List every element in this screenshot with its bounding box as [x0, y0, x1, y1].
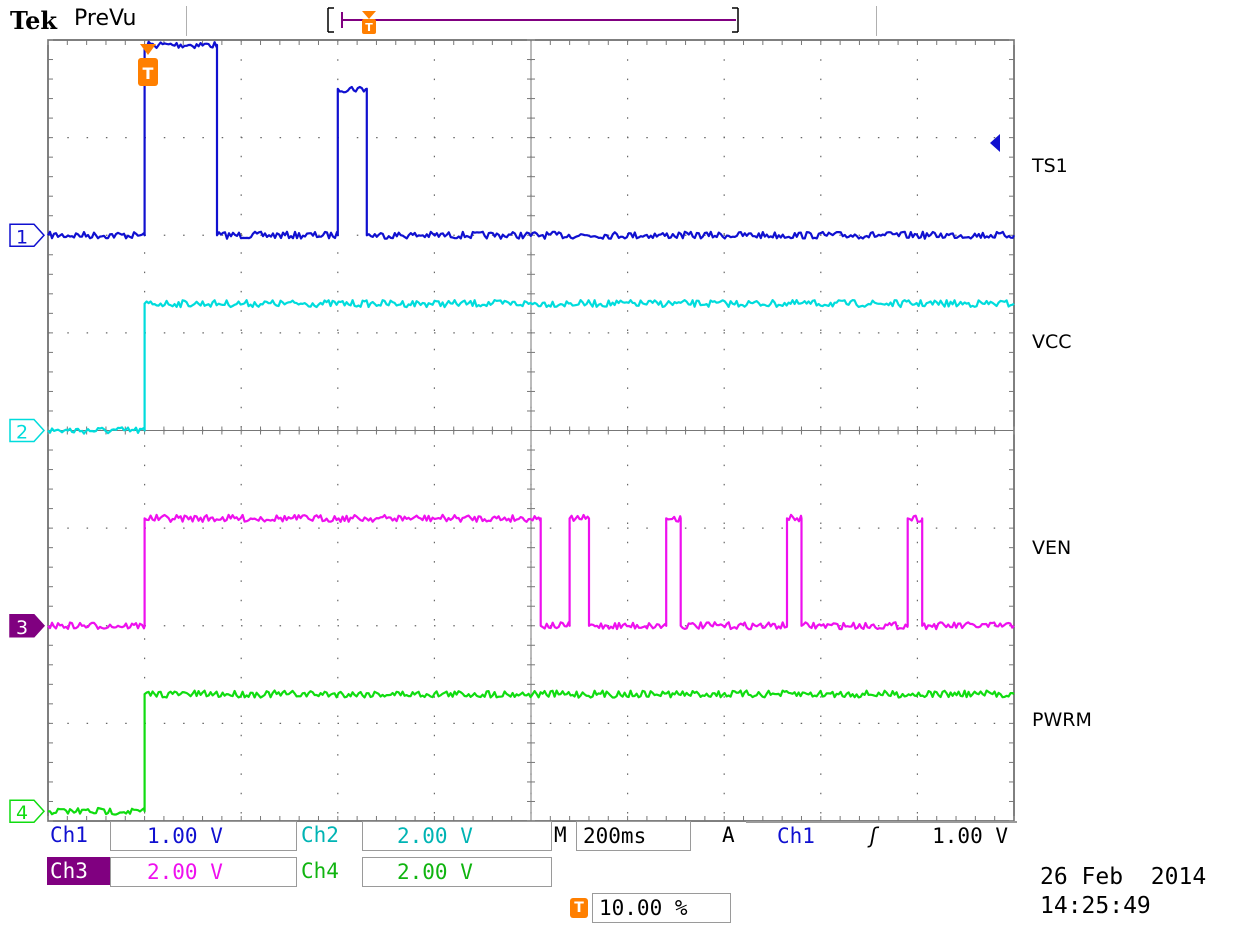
- trigger-readout: Ch1 ʃ 1.00 V: [746, 821, 1017, 848]
- acquisition-mode: PreVu: [74, 6, 137, 31]
- timebase-prefix: M: [554, 823, 567, 847]
- marker-number: 2: [16, 422, 28, 444]
- record-position-bar: T: [327, 7, 739, 34]
- ch2-scale: 2.00 V: [362, 821, 552, 851]
- channel-label-ts1: TS1: [1031, 155, 1068, 177]
- timebase-scale: 200ms: [576, 821, 691, 851]
- marker-number: 3: [16, 617, 28, 639]
- marker-number: 1: [16, 226, 28, 248]
- ch1-ground-marker: 1: [9, 223, 46, 248]
- separator: [186, 6, 187, 36]
- channel-label-ven: VEN: [1032, 537, 1071, 559]
- separator: [876, 6, 877, 36]
- ch1-scale: 1.00 V: [110, 821, 297, 851]
- trace-vcc: [47, 299, 1015, 435]
- top-bar: Tek PreVu: [0, 0, 1244, 40]
- ch1-label: Ch1: [50, 823, 88, 847]
- trigger-slope-icon: ʃ: [867, 824, 880, 848]
- channel-markers: 1 2 3 4: [9, 223, 46, 824]
- ch3-scale: 2.00 V: [110, 857, 297, 887]
- ch2-label: Ch2: [301, 823, 339, 847]
- time: 14:25:49: [1040, 893, 1151, 919]
- trigger-level-icon: [990, 134, 1000, 152]
- trigger-mode: A: [722, 823, 735, 847]
- ch3-ground-marker: 3: [9, 614, 46, 639]
- date: 26 Feb 2014: [1040, 864, 1207, 890]
- trace-ts1: [47, 40, 1015, 240]
- svg-text:T: T: [143, 64, 154, 83]
- channel-label-pwrm: PWRM: [1032, 709, 1092, 731]
- ch4-ground-marker: 4: [9, 799, 46, 824]
- brand-logo: Tek: [10, 6, 58, 35]
- channel-labels: TS1 VCC VEN PWRM: [1031, 155, 1092, 731]
- ch4-label: Ch4: [301, 859, 339, 883]
- marker-number: 4: [16, 802, 28, 824]
- trigger-position-badge-icon: T: [570, 898, 588, 918]
- channel-label-vcc: VCC: [1032, 331, 1072, 353]
- marker-shape: [9, 799, 46, 823]
- marker-shape: [9, 223, 46, 247]
- trigger-position-icon: T: [362, 11, 376, 34]
- ch4-scale: 2.00 V: [362, 857, 552, 887]
- trigger-level: 1.00 V: [932, 824, 1008, 848]
- trigger-position: 10.00 %: [592, 893, 731, 923]
- ch2-ground-marker: 2: [9, 418, 46, 444]
- trace-ven: [47, 513, 1015, 631]
- svg-text:T: T: [365, 21, 373, 34]
- marker-shape: [9, 614, 46, 638]
- trigger-marker-icon: T: [138, 44, 158, 86]
- ch3-label: Ch3: [47, 857, 111, 885]
- waveform-traces: [47, 40, 1015, 816]
- marker-shape: [9, 418, 46, 443]
- trigger-source: Ch1: [777, 824, 815, 848]
- trace-pwrm: [47, 689, 1015, 816]
